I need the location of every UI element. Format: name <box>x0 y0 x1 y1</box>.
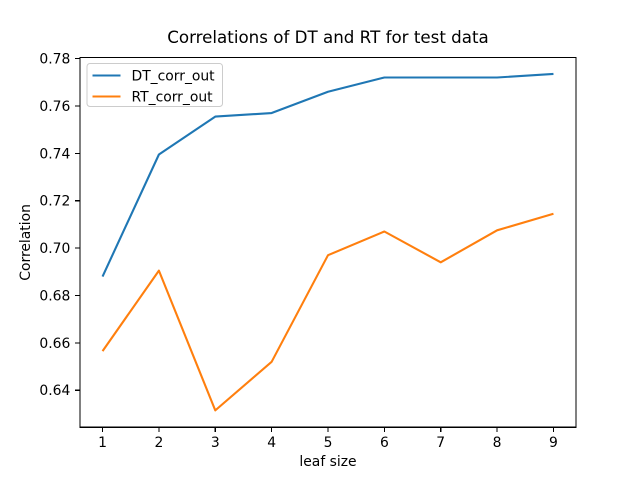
y-tick-label: 0.76 <box>39 99 70 115</box>
x-tick-label: 2 <box>154 435 163 451</box>
x-tick-label: 3 <box>211 435 220 451</box>
series-lines <box>101 72 554 412</box>
legend-label-1: RT_corr_out <box>132 89 214 105</box>
x-tick-label: 7 <box>436 435 445 451</box>
y-axis-label: Correlation <box>18 204 34 281</box>
x-axis-label: leaf size <box>299 454 356 470</box>
y-tick-label: 0.68 <box>39 288 70 304</box>
x-axis-ticks: 1 2 3 4 5 6 7 8 9 <box>98 427 558 451</box>
legend: DT_corr_out RT_corr_out <box>86 63 223 107</box>
y-tick-label: 0.72 <box>39 194 70 210</box>
x-tick-label: 8 <box>493 435 502 451</box>
chart-title: Correlations of DT and RT for test data <box>167 27 489 47</box>
y-tick-label: 0.70 <box>39 241 70 257</box>
legend-box <box>86 63 223 107</box>
x-tick-label: 4 <box>267 435 276 451</box>
y-tick-label: 0.64 <box>39 383 70 399</box>
y-tick-label: 0.66 <box>39 336 70 352</box>
x-tick-label: 1 <box>98 435 107 451</box>
y-axis-ticks: 0.64 0.66 0.68 0.70 0.72 0.74 0.76 0.78 <box>39 52 80 399</box>
x-tick-label: 9 <box>549 435 558 451</box>
y-tick-label: 0.78 <box>39 52 70 68</box>
legend-label-0: DT_corr_out <box>132 68 216 84</box>
plot-border <box>79 57 577 428</box>
y-tick-label: 0.74 <box>39 146 70 162</box>
series-line-RT_corr_out <box>101 212 554 412</box>
x-tick-label: 6 <box>380 435 389 451</box>
series-line-DT_corr_out <box>101 72 554 277</box>
x-tick-label: 5 <box>324 435 333 451</box>
